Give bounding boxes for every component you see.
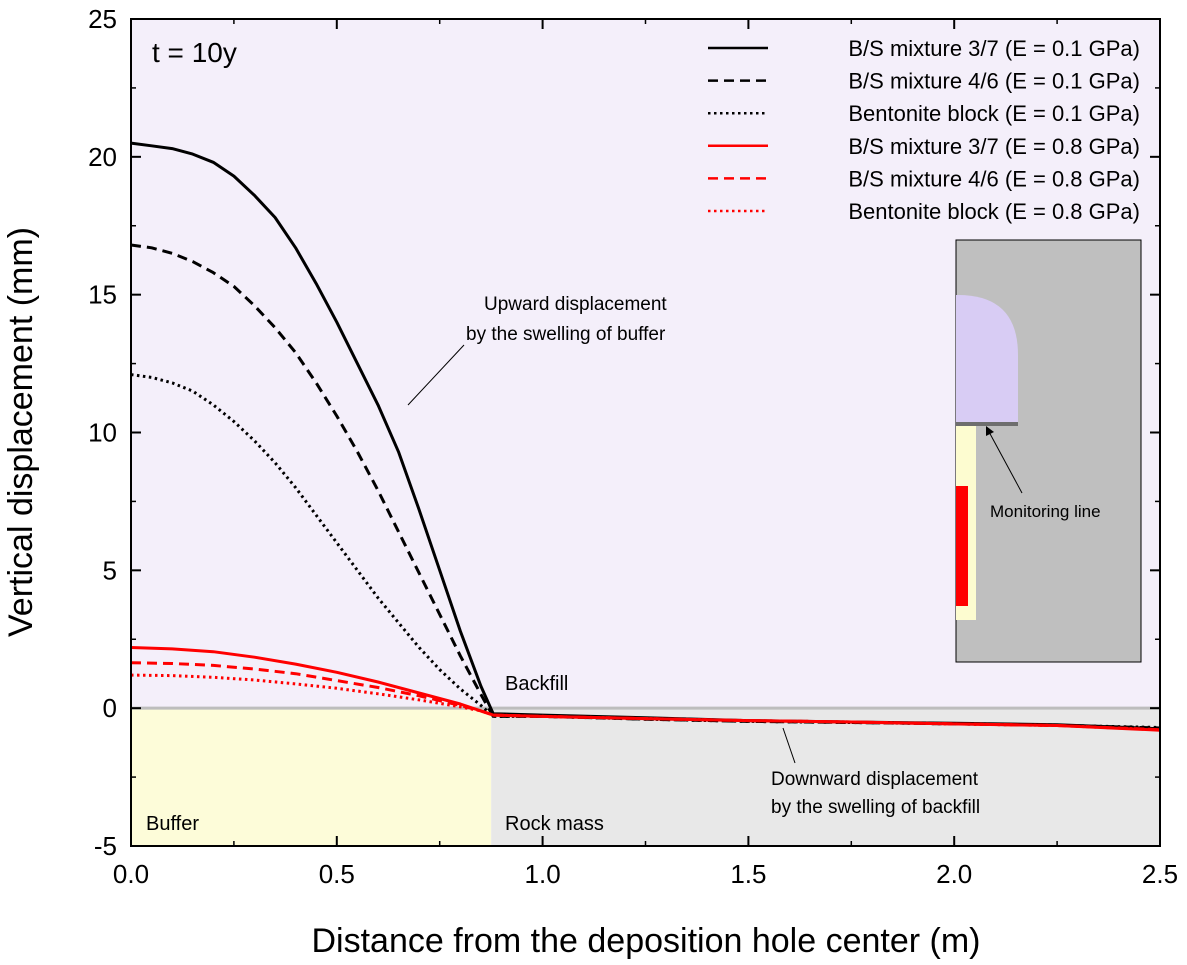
x-tick-label: 2.5 <box>1142 859 1178 889</box>
upward-annotation-line1: Upward displacement <box>484 294 667 315</box>
monitoring-arrow <box>987 429 1023 494</box>
rock-mass-region <box>491 708 1160 846</box>
series-line-5 <box>130 661 1161 732</box>
legend-label-2: B/S mixture 4/6 (E = 0.1 GPa) <box>848 69 1140 94</box>
y-axis-title: Vertical displacement (mm) <box>2 227 40 637</box>
x-tick-label: 0.5 <box>319 859 355 889</box>
x-tick-label: 1.0 <box>525 859 561 889</box>
legend-label-1: B/S mixture 3/7 (E = 0.1 GPa) <box>848 36 1140 61</box>
axes: 0.0 0.5 1.0 1.5 2.0 2.5 -5 0 5 10 15 20 25 <box>88 4 1178 889</box>
y-tick-label: 10 <box>88 418 117 448</box>
x-axis-title: Distance from the deposition hole center… <box>312 922 981 960</box>
legend: B/S mixture 3/7 (E = 0.1 GPa) B/S mixture… <box>708 36 1140 224</box>
series-group <box>130 141 1161 732</box>
x-tick-label: 1.5 <box>730 859 766 889</box>
monitoring-arrow-head <box>986 426 994 436</box>
backfill-label: Backfill <box>505 673 568 695</box>
y-tick-label: 5 <box>103 555 117 585</box>
buffer-region <box>131 708 492 846</box>
inset-schematic: Monitoring line <box>955 239 1142 663</box>
monitoring-line-label: Monitoring line <box>990 502 1101 521</box>
legend-label-3: Bentonite block (E = 0.1 GPa) <box>848 101 1140 126</box>
upward-annotation-line2: by the swelling of buffer <box>466 324 666 345</box>
rock-mass-label: Rock mass <box>505 813 604 835</box>
inset-canister <box>956 486 968 606</box>
y-tick-label: -5 <box>94 831 117 861</box>
x-tick-label: 0.0 <box>113 859 149 889</box>
time-annotation: t = 10y <box>152 37 237 68</box>
x-tick-label: 2.0 <box>936 859 972 889</box>
legend-label-6: Bentonite block (E = 0.8 GPa) <box>848 199 1140 224</box>
y-tick-label: 0 <box>103 693 117 723</box>
inset-backfill <box>956 295 1018 423</box>
y-tick-label: 25 <box>88 4 117 34</box>
legend-label-5: B/S mixture 4/6 (E = 0.8 GPa) <box>848 166 1140 191</box>
downward-annotation-line1: Downward displacement <box>771 769 979 790</box>
buffer-label: Buffer <box>146 813 199 835</box>
y-tick-label: 20 <box>88 142 117 172</box>
upward-annotation-leader <box>407 344 465 406</box>
legend-label-4: B/S mixture 3/7 (E = 0.8 GPa) <box>848 134 1140 159</box>
y-tick-label: 15 <box>88 280 117 310</box>
downward-annotation-line2: by the swelling of backfill <box>771 797 980 818</box>
downward-annotation-leader <box>782 727 796 764</box>
